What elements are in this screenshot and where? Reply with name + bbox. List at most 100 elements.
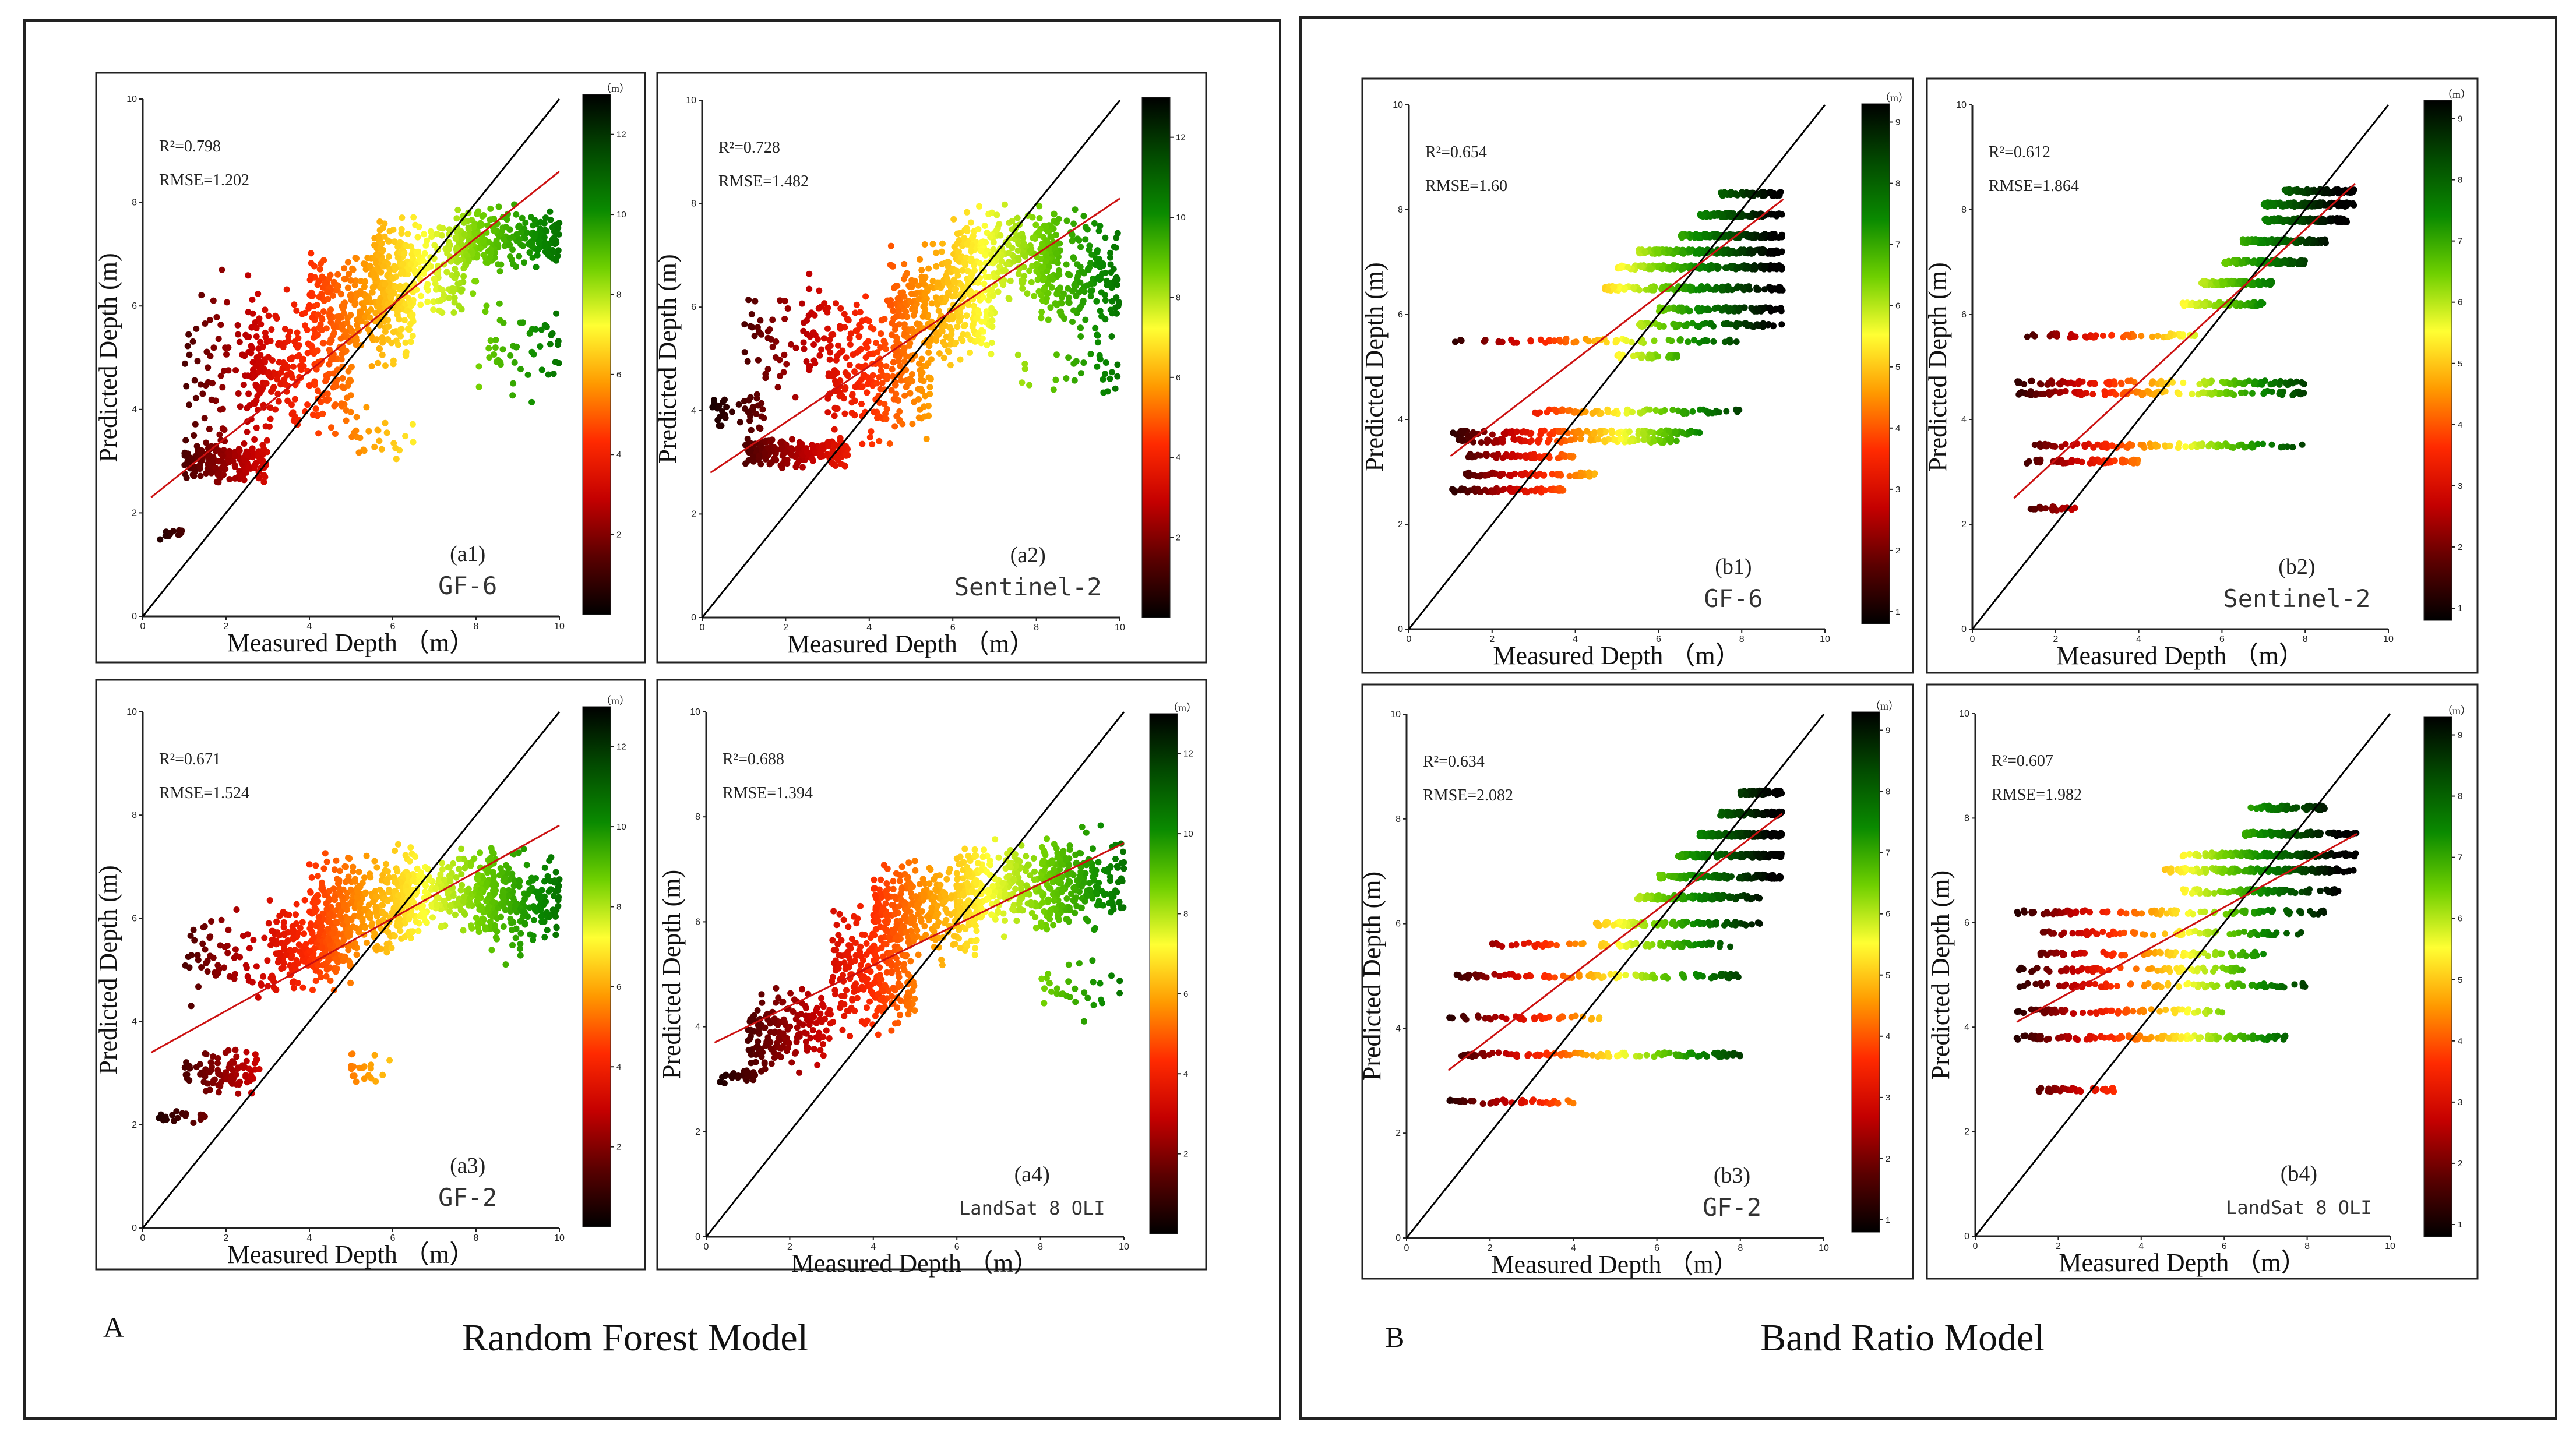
data-point bbox=[909, 377, 916, 384]
data-point bbox=[1028, 278, 1035, 285]
data-point bbox=[543, 909, 550, 916]
rmse-label: RMSE=1.482 bbox=[718, 172, 809, 190]
data-point bbox=[865, 317, 872, 324]
data-point bbox=[198, 964, 205, 971]
data-point bbox=[888, 387, 895, 394]
data-point bbox=[344, 877, 351, 884]
data-point bbox=[1053, 250, 1060, 257]
data-point bbox=[758, 991, 765, 998]
data-point bbox=[1077, 324, 1084, 331]
data-point bbox=[762, 437, 769, 444]
data-point bbox=[435, 878, 442, 884]
data-point bbox=[276, 932, 283, 939]
data-point bbox=[910, 278, 917, 285]
data-point bbox=[1112, 244, 1119, 251]
data-point bbox=[957, 356, 964, 363]
data-point bbox=[372, 1078, 379, 1085]
data-point bbox=[458, 845, 465, 852]
data-point bbox=[1007, 277, 1014, 284]
data-point bbox=[882, 410, 889, 417]
data-point bbox=[1096, 352, 1103, 359]
data-point bbox=[880, 337, 887, 344]
data-point bbox=[450, 892, 457, 899]
data-point bbox=[480, 212, 487, 218]
data-point bbox=[803, 358, 810, 365]
data-point bbox=[197, 1116, 204, 1123]
data-point bbox=[857, 943, 864, 950]
data-point bbox=[465, 257, 472, 264]
data-point bbox=[898, 897, 905, 904]
data-point bbox=[1071, 282, 1078, 288]
data-point bbox=[852, 383, 859, 390]
data-point bbox=[293, 901, 300, 908]
data-point bbox=[465, 885, 472, 892]
data-point bbox=[848, 410, 855, 417]
data-point bbox=[184, 458, 191, 465]
data-point bbox=[1026, 382, 1033, 389]
data-point bbox=[198, 449, 205, 456]
data-point bbox=[332, 967, 339, 974]
data-point bbox=[214, 1067, 221, 1074]
data-point bbox=[205, 454, 212, 461]
data-point bbox=[219, 266, 225, 273]
data-point bbox=[251, 400, 258, 407]
data-point bbox=[363, 298, 370, 305]
data-point bbox=[997, 232, 1004, 239]
data-point bbox=[244, 1079, 251, 1086]
data-point bbox=[241, 352, 248, 359]
data-point bbox=[373, 864, 380, 871]
data-point bbox=[395, 892, 401, 899]
data-point bbox=[386, 1057, 393, 1064]
data-point bbox=[519, 214, 526, 221]
data-point bbox=[217, 372, 224, 379]
data-point bbox=[1087, 351, 1094, 358]
data-point bbox=[1059, 294, 1065, 301]
regression-line bbox=[150, 171, 560, 498]
x-tick-label: 0 bbox=[700, 623, 705, 633]
data-point bbox=[258, 321, 265, 328]
data-point bbox=[326, 311, 333, 317]
data-point bbox=[851, 913, 857, 920]
data-point bbox=[802, 1038, 809, 1045]
data-point bbox=[1107, 249, 1114, 256]
data-point bbox=[186, 351, 193, 358]
data-point bbox=[1020, 242, 1027, 249]
data-point bbox=[251, 436, 258, 443]
data-point bbox=[203, 439, 210, 446]
data-point bbox=[889, 929, 896, 936]
data-point bbox=[933, 873, 940, 879]
data-point bbox=[893, 921, 900, 928]
data-point bbox=[921, 290, 928, 297]
data-point bbox=[831, 412, 838, 419]
data-point bbox=[791, 1050, 798, 1057]
data-point bbox=[516, 945, 523, 952]
data-point bbox=[1031, 876, 1038, 883]
data-point bbox=[424, 237, 431, 244]
data-point bbox=[382, 911, 389, 918]
data-point bbox=[209, 380, 216, 387]
data-point bbox=[354, 322, 361, 329]
data-point bbox=[970, 302, 977, 309]
data-point bbox=[262, 474, 269, 481]
data-point bbox=[417, 292, 424, 299]
data-point bbox=[221, 944, 228, 950]
data-point bbox=[899, 421, 906, 428]
data-point bbox=[354, 888, 361, 895]
data-point bbox=[344, 916, 351, 923]
data-point bbox=[903, 353, 910, 360]
data-point bbox=[857, 309, 864, 316]
data-point bbox=[839, 1026, 846, 1033]
data-point bbox=[1094, 332, 1101, 339]
data-point bbox=[803, 1030, 810, 1037]
data-point bbox=[246, 945, 253, 952]
data-point bbox=[820, 1041, 826, 1047]
data-point bbox=[334, 271, 341, 278]
data-point bbox=[881, 316, 888, 323]
data-point bbox=[497, 359, 504, 366]
y-tick-label: 6 bbox=[132, 913, 137, 923]
data-point bbox=[470, 290, 477, 297]
data-point bbox=[893, 313, 900, 320]
data-point bbox=[223, 351, 230, 358]
data-point bbox=[872, 894, 879, 900]
data-point bbox=[872, 906, 879, 913]
